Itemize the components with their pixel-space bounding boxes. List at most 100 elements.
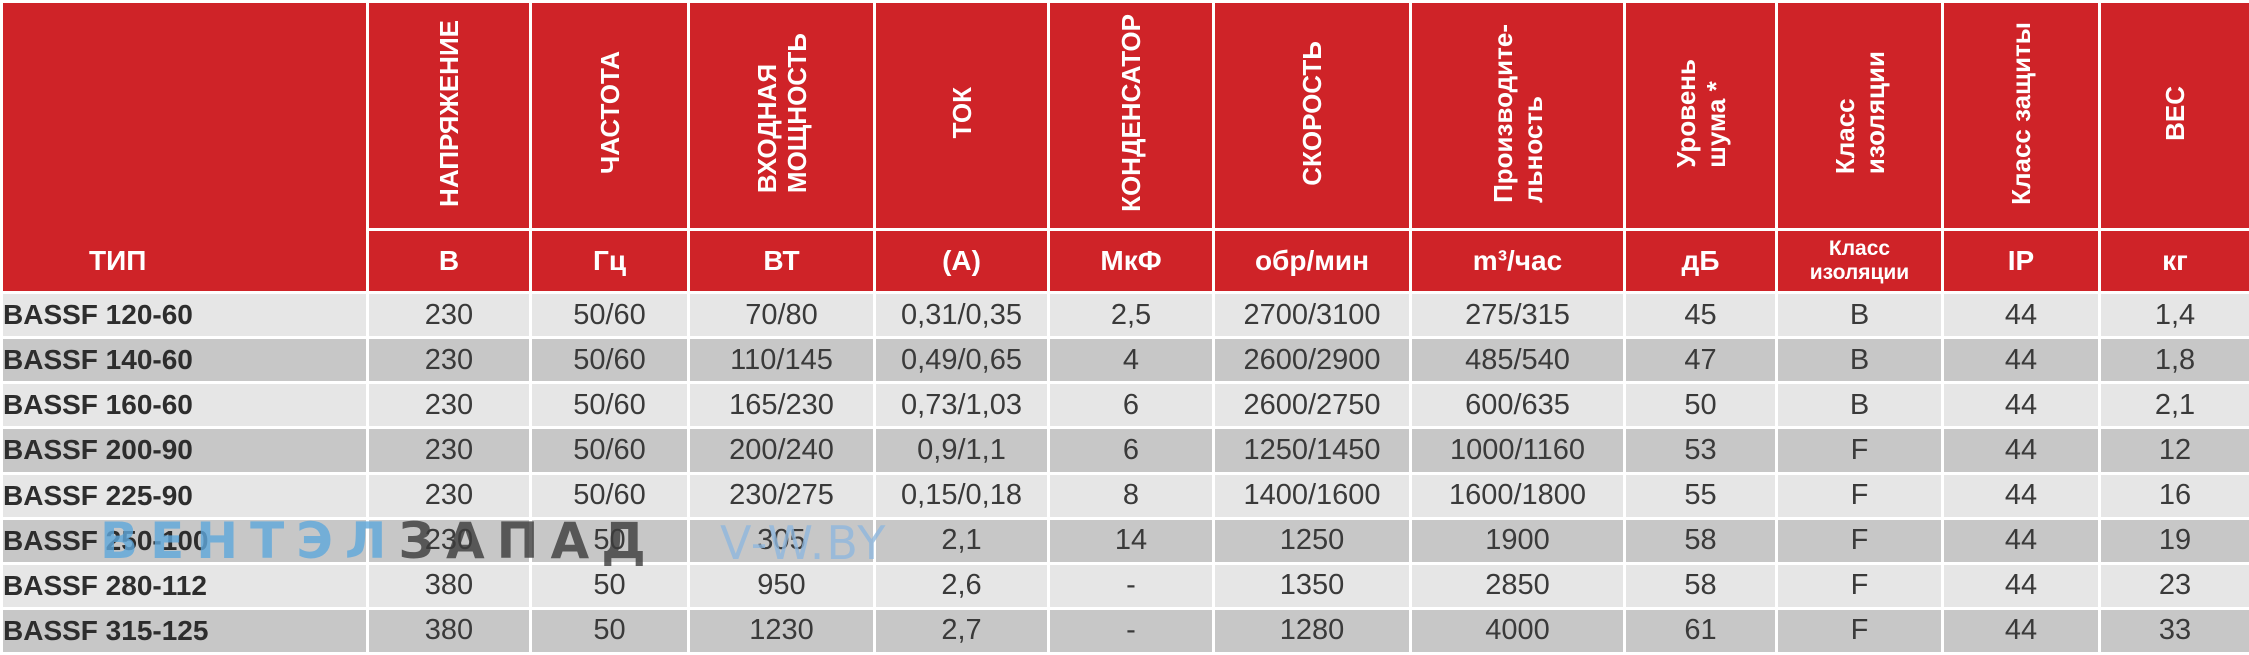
header-frequency-label: ЧАСТОТА bbox=[594, 51, 625, 175]
table-row: BASSF 160-60 230 50/60 165/230 0,73/1,03 6 260… bbox=[0, 381, 2249, 430]
unit-insulation: Класс изоляции bbox=[1775, 228, 1944, 294]
cell-noise: 58 bbox=[1623, 516, 1778, 565]
cell-input-power: 165/230 bbox=[687, 381, 876, 430]
cell-capacity: 1000/1160 bbox=[1409, 426, 1626, 475]
header-input-power-label: ВХОДНАЯ МОЩНОСТЬ bbox=[751, 32, 812, 194]
cell-protection: 44 bbox=[1941, 336, 2101, 385]
cell-noise: 61 bbox=[1623, 606, 1778, 655]
cell-capacitor: 4 bbox=[1047, 336, 1215, 385]
header-insulation-label: Класс изоляции bbox=[1829, 51, 1890, 175]
cell-frequency: 50/60 bbox=[529, 336, 690, 385]
cell-capacitor: 2,5 bbox=[1047, 290, 1215, 340]
cell-frequency: 50 bbox=[529, 606, 690, 655]
cell-insulation: F bbox=[1775, 561, 1944, 610]
table-row: BASSF 200-90 230 50/60 200/240 0,9/1,1 6 1250/… bbox=[0, 426, 2249, 475]
cell-voltage: 380 bbox=[366, 606, 532, 655]
cell-frequency: 50 bbox=[529, 561, 690, 610]
cell-speed: 1280 bbox=[1212, 606, 1412, 655]
cell-weight: 19 bbox=[2098, 516, 2249, 565]
header-input-power: ВХОДНАЯ МОЩНОСТЬ bbox=[687, 0, 876, 231]
table-row: BASSF 250-100 230 50 305 2,1 14 1250 1900 58 F 44 1… bbox=[0, 516, 2249, 565]
header-capacity: Производите- льность bbox=[1409, 0, 1626, 231]
cell-speed: 1250 bbox=[1212, 516, 1412, 565]
unit-frequency: Гц bbox=[529, 228, 690, 294]
cell-input-power: 950 bbox=[687, 561, 876, 610]
cell-speed: 1350 bbox=[1212, 561, 1412, 610]
cell-insulation: B bbox=[1775, 290, 1944, 340]
cell-capacitor: 8 bbox=[1047, 471, 1215, 520]
header-speed: СКОРОСТЬ bbox=[1212, 0, 1412, 231]
header-insulation: Класс изоляции bbox=[1775, 0, 1944, 231]
cell-protection: 44 bbox=[1941, 606, 2101, 655]
unit-speed: обр/мин bbox=[1212, 228, 1412, 294]
cell-voltage: 230 bbox=[366, 471, 532, 520]
cell-weight: 23 bbox=[2098, 561, 2249, 610]
cell-voltage: 230 bbox=[366, 426, 532, 475]
cell-capacitor: - bbox=[1047, 606, 1215, 655]
table-body: BASSF 120-60 230 50/60 70/80 0,31/0,35 2,5 270… bbox=[0, 290, 2249, 655]
cell-protection: 44 bbox=[1941, 381, 2101, 430]
unit-capacitor: МкФ bbox=[1047, 228, 1215, 294]
cell-noise: 58 bbox=[1623, 561, 1778, 610]
cell-speed: 2600/2750 bbox=[1212, 381, 1412, 430]
cell-protection: 44 bbox=[1941, 471, 2101, 520]
header-voltage: НАПРЯЖЕНИЕ bbox=[366, 0, 532, 231]
cell-frequency: 50/60 bbox=[529, 426, 690, 475]
table-row: BASSF 315-125 380 50 1230 2,7-1280 4000 61 F 44 3… bbox=[0, 606, 2249, 655]
cell-input-power: 230/275 bbox=[687, 471, 876, 520]
cell-input-power: 70/80 bbox=[687, 290, 876, 340]
header-frequency: ЧАСТОТА bbox=[529, 0, 690, 231]
cell-capacitor: - bbox=[1047, 561, 1215, 610]
cell-frequency: 50/60 bbox=[529, 290, 690, 340]
cell-capacitor: 6 bbox=[1047, 381, 1215, 430]
cell-protection: 44 bbox=[1941, 426, 2101, 475]
header-capacity-label: Производите- льность bbox=[1487, 23, 1548, 203]
cell-current: 0,31/0,35 bbox=[873, 290, 1050, 340]
header-current: ТОК bbox=[873, 0, 1050, 231]
cell-type: BASSF 280-112 bbox=[0, 561, 369, 610]
cell-voltage: 230 bbox=[366, 290, 532, 340]
cell-capacity: 275/315 bbox=[1409, 290, 1626, 340]
header-protection: Класс защиты bbox=[1941, 0, 2101, 231]
header-noise-label: Уровень шума * bbox=[1670, 58, 1731, 168]
header-noise: Уровень шума * bbox=[1623, 0, 1778, 231]
cell-frequency: 50 bbox=[529, 516, 690, 565]
cell-input-power: 110/145 bbox=[687, 336, 876, 385]
cell-capacity: 2850 bbox=[1409, 561, 1626, 610]
unit-noise: дБ bbox=[1623, 228, 1778, 294]
header-protection-label: Класс защиты bbox=[2006, 21, 2036, 205]
cell-noise: 50 bbox=[1623, 381, 1778, 430]
cell-noise: 53 bbox=[1623, 426, 1778, 475]
cell-current: 0,49/0,65 bbox=[873, 336, 1050, 385]
cell-insulation: F bbox=[1775, 471, 1944, 520]
cell-noise: 47 bbox=[1623, 336, 1778, 385]
cell-insulation: F bbox=[1775, 426, 1944, 475]
cell-capacitor: 14 bbox=[1047, 516, 1215, 565]
cell-capacitor: 6 bbox=[1047, 426, 1215, 475]
cell-speed: 2700/3100 bbox=[1212, 290, 1412, 340]
cell-insulation: B bbox=[1775, 336, 1944, 385]
cell-speed: 1250/1450 bbox=[1212, 426, 1412, 475]
cell-type: BASSF 200-90 bbox=[0, 426, 369, 475]
cell-weight: 1,4 bbox=[2098, 290, 2249, 340]
cell-noise: 55 bbox=[1623, 471, 1778, 520]
unit-voltage: В bbox=[366, 228, 532, 294]
header-current-label: ТОК bbox=[946, 87, 977, 139]
cell-speed: 2600/2900 bbox=[1212, 336, 1412, 385]
cell-current: 2,1 bbox=[873, 516, 1050, 565]
cell-weight: 16 bbox=[2098, 471, 2249, 520]
cell-weight: 33 bbox=[2098, 606, 2249, 655]
cell-insulation: F bbox=[1775, 606, 1944, 655]
cell-weight: 1,8 bbox=[2098, 336, 2249, 385]
unit-capacity: m³/час bbox=[1409, 228, 1626, 294]
cell-capacity: 1900 bbox=[1409, 516, 1626, 565]
cell-capacity: 1600/1800 bbox=[1409, 471, 1626, 520]
header-capacitor: КОНДЕНСАТОР bbox=[1047, 0, 1215, 231]
cell-current: 2,6 bbox=[873, 561, 1050, 610]
cell-current: 0,73/1,03 bbox=[873, 381, 1050, 430]
unit-current: (А) bbox=[873, 228, 1050, 294]
cell-input-power: 200/240 bbox=[687, 426, 876, 475]
cell-capacity: 485/540 bbox=[1409, 336, 1626, 385]
unit-protection: IP bbox=[1941, 228, 2101, 294]
